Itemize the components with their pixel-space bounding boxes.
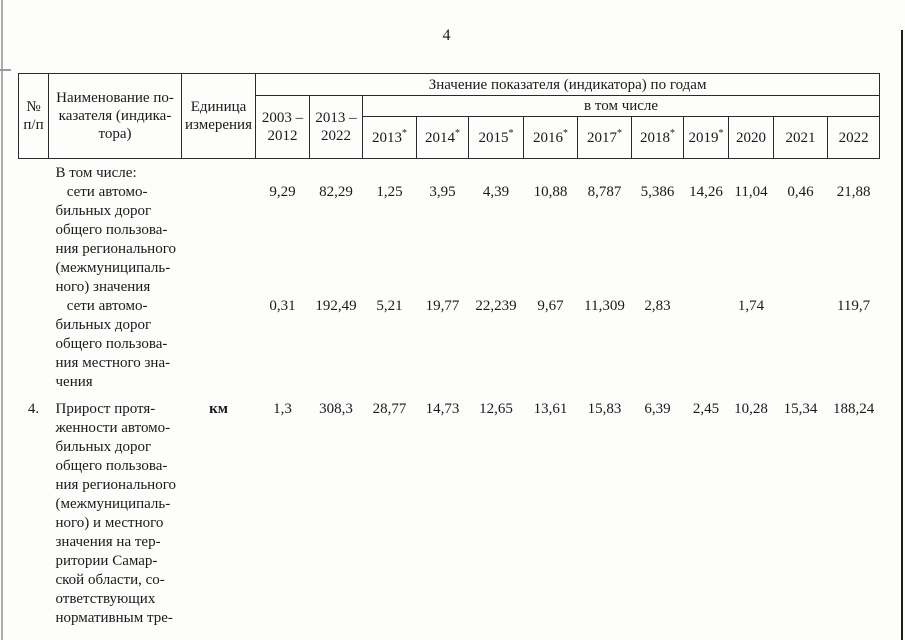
column-header-year-2017: 2017* (577, 116, 632, 159)
column-header-year-2015: 2015* (468, 116, 524, 159)
value-cell: 11,04 (734, 184, 768, 200)
value-cell: 15,34 (783, 401, 818, 417)
value-cell: 0,46 (787, 184, 814, 200)
value-cell: 10,28 (734, 401, 768, 417)
value-cell: 3,95 (429, 184, 456, 200)
value-cell: 2,83 (644, 298, 671, 314)
value-cell: 82,29 (319, 184, 353, 200)
value-cell: 5,21 (376, 298, 403, 314)
value-cell (774, 297, 828, 399)
indicator-name-cell: В том числе: сети автомо- бильных дорог … (55, 165, 177, 295)
scan-edge-left-tick (0, 69, 11, 71)
row-number-cell (19, 297, 49, 399)
indicator-name-cell: Прирост протя- женности автомо- бильных … (55, 401, 177, 626)
scan-edge-left-line (1, 0, 3, 640)
value-cell: 10,88 (533, 184, 568, 200)
value-cell: 1,25 (376, 184, 403, 200)
value-cell (684, 297, 729, 399)
asterisk-mark: * (455, 127, 460, 139)
indicators-table: № п/п Наименование по- казателя (индика-… (18, 73, 881, 628)
value-cell: 9,67 (537, 298, 564, 314)
value-cell: 308,3 (319, 401, 353, 417)
year-label: 2013 (372, 129, 402, 146)
asterisk-mark: * (617, 127, 622, 139)
unit-cell (182, 297, 256, 399)
value-cell: 0,31 (269, 298, 296, 314)
unit-cell (182, 159, 256, 298)
table-row-4-length-growth: 4. Прирост протя- женности автомо- бильн… (19, 399, 880, 628)
value-cell: 28,77 (372, 401, 407, 417)
row-number-cell (19, 159, 49, 298)
scan-edge-right-line (901, 30, 903, 640)
year-label: 2019 (688, 129, 719, 146)
value-cell: 192,49 (315, 298, 357, 314)
header-row-subgroup: 2003 – 2012 2013 – 2022 в том числе (19, 95, 881, 159)
column-group-values-by-year: Значение показателя (индикатора) по года… (254, 73, 881, 96)
value-cell: 14,26 (689, 184, 723, 200)
year-label: 2014 (425, 129, 455, 146)
value-cell: 14,73 (425, 401, 460, 417)
asterisk-mark: * (402, 127, 407, 139)
value-cell: 15,83 (587, 401, 622, 417)
value-cell: 5,386 (640, 184, 675, 200)
column-header-num: № п/п (18, 73, 49, 159)
column-header-unit: Единица измерения (181, 73, 256, 159)
asterisk-mark: * (563, 127, 568, 139)
year-label: 2016 (533, 129, 563, 146)
year-label: 2018 (640, 129, 670, 146)
table-row-local-network: сети автомо- бильных дорог общего пользо… (19, 297, 880, 399)
year-label: 2015 (478, 129, 509, 146)
asterisk-mark: * (508, 127, 514, 139)
value-cell: 9,29 (269, 184, 296, 200)
column-header-year-2013: 2013* (362, 116, 417, 159)
column-header-year-2021: 2021 (773, 116, 828, 159)
column-header-year-2014: 2014* (416, 116, 469, 159)
value-cell: 21,88 (836, 184, 871, 200)
value-cell: 22,239 (475, 298, 517, 314)
column-header-year-2018: 2018* (631, 116, 684, 159)
value-cell: 19,77 (425, 298, 460, 314)
value-cell: 11,309 (584, 298, 625, 314)
value-cell: 12,65 (479, 401, 513, 417)
value-cell: 1,3 (273, 401, 292, 417)
row-number-cell: 4. (27, 401, 40, 417)
value-cell: 8,787 (587, 184, 622, 200)
asterisk-mark: * (670, 127, 675, 139)
page-number: 4 (442, 27, 451, 44)
column-header-name: Наименование по- казателя (индика- тора) (48, 73, 182, 159)
unit-cell: км (209, 401, 228, 417)
column-header-year-2016: 2016* (523, 116, 578, 159)
column-subgroup-detail: в том числе (361, 95, 881, 117)
value-cell: 2,45 (692, 401, 720, 417)
asterisk-mark: * (718, 127, 724, 139)
indicator-name-cell: сети автомо- бильных дорог общего пользо… (55, 298, 171, 390)
header-row-group: № п/п Наименование по- казателя (индика-… (18, 73, 881, 159)
value-cell: 13,61 (533, 401, 568, 417)
value-cell: 1,74 (737, 298, 765, 314)
year-label: 2017 (587, 129, 617, 146)
column-header-year-2019: 2019* (683, 116, 729, 159)
value-cell: 119,7 (836, 298, 871, 314)
table-row-regional-network: В том числе: сети автомо- бильных дорог … (19, 159, 880, 298)
column-header-2013-2022: 2013 – 2022 (309, 95, 363, 159)
column-header-2003-2012: 2003 – 2012 (255, 95, 310, 159)
column-header-year-2022: 2022 (826, 116, 881, 159)
header-row-years: 2013* 2014* 2015* 2016* 2017* 2018* 2019… (19, 116, 881, 159)
value-cell: 6,39 (644, 401, 671, 417)
column-header-year-2020: 2020 (728, 116, 774, 159)
value-cell: 4,39 (482, 184, 510, 200)
value-cell: 188,24 (832, 401, 875, 417)
